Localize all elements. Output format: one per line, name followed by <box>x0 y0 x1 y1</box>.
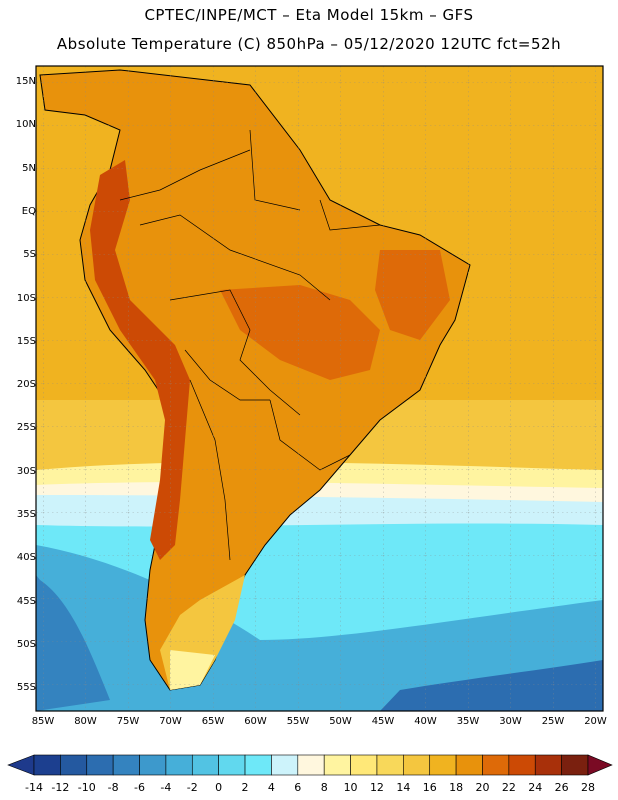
lat-label: 50S <box>16 638 36 650</box>
lon-label: 70W <box>159 716 182 727</box>
lon-label: 40W <box>414 716 437 727</box>
lat-lon-grid <box>36 66 603 711</box>
colorbar-swatch <box>33 754 61 776</box>
lon-label: 60W <box>244 716 267 727</box>
colorbar <box>7 754 613 776</box>
colorbar-label: 2 <box>241 781 249 794</box>
colorbar-label: 14 <box>396 781 411 794</box>
colorbar-label: 28 <box>581 781 595 794</box>
colorbar-label: 8 <box>320 781 328 794</box>
lat-label: 15S <box>16 335 36 347</box>
colorbar-label: 18 <box>449 781 464 794</box>
colorbar-swatch <box>376 754 404 776</box>
lat-label: 5N <box>22 162 36 174</box>
lat-label: 35S <box>16 509 36 520</box>
lon-label: 85W <box>31 716 55 727</box>
colorbar-over-arrow <box>587 754 613 776</box>
lon-label: 65W <box>201 716 225 727</box>
lat-label: 30S <box>16 465 36 477</box>
colorbar-swatch <box>350 754 378 776</box>
colorbar-swatch <box>139 754 167 776</box>
lat-label: EQ <box>21 205 36 217</box>
lon-label: 25W <box>541 716 565 727</box>
lon-label: 50W <box>329 716 352 727</box>
colorbar-label: -10 <box>77 781 96 794</box>
colorbar-swatch <box>323 754 351 776</box>
lat-label: 40S <box>16 552 36 564</box>
colorbar-label: -6 <box>134 781 145 794</box>
colorbar-label: 22 <box>501 781 516 794</box>
lat-label: 10S <box>16 292 36 304</box>
title-line-1: CPTEC/INPE/MCT – Eta Model 15km – GFS <box>144 6 474 24</box>
lon-label: 20W <box>584 716 607 727</box>
colorbar-swatch <box>191 754 219 776</box>
lon-label: 35W <box>456 716 480 727</box>
lon-label: 75W <box>116 716 140 727</box>
colorbar-swatch <box>508 754 536 776</box>
colorbar-label: -2 <box>186 781 198 794</box>
colorbar-swatch <box>60 754 88 776</box>
colorbar-label: 16 <box>422 781 437 794</box>
colorbar-under-arrow <box>7 754 35 776</box>
lat-label: 45S <box>16 595 36 607</box>
colorbar-swatch <box>218 754 246 776</box>
colorbar-swatch <box>165 754 193 776</box>
colorbar-swatch <box>534 754 562 776</box>
colorbar-label: 6 <box>294 781 302 794</box>
lat-label: 10N <box>15 119 36 131</box>
colorbar-swatch <box>482 754 510 776</box>
colorbar-swatch <box>271 754 299 776</box>
lon-label: 30W <box>499 716 522 727</box>
title-line-2: Absolute Temperature (C) 850hPa – 05/12/… <box>56 35 562 53</box>
colorbar-label: 20 <box>475 781 490 794</box>
colorbar-swatch <box>429 754 457 776</box>
colorbar-label: 24 <box>528 781 543 794</box>
colorbar-label: 0 <box>215 781 223 794</box>
lat-label: 25S <box>16 422 36 434</box>
colorbar-swatch <box>86 754 114 776</box>
lat-label: 55S <box>16 682 36 694</box>
colorbar-swatch <box>112 754 140 776</box>
colorbar-label: -8 <box>107 781 119 794</box>
colorbar-label: -14 <box>25 781 43 794</box>
colorbar-label: 4 <box>267 781 275 794</box>
lat-label: 5S <box>23 249 36 261</box>
colorbar-label: 12 <box>369 781 384 794</box>
lon-label: 80W <box>74 716 97 727</box>
lat-label: 20S <box>16 379 36 391</box>
colorbar-swatch <box>403 754 431 776</box>
lat-label: 15N <box>15 76 36 87</box>
colorbar-label: 26 <box>554 781 569 794</box>
colorbar-swatch <box>455 754 483 776</box>
colorbar-swatch <box>244 754 272 776</box>
plot-frame <box>35 65 604 712</box>
colorbar-swatch <box>297 754 325 776</box>
lon-label: 55W <box>286 716 310 727</box>
colorbar-label: 10 <box>343 781 358 794</box>
colorbar-label: -12 <box>51 781 70 794</box>
colorbar-label: -4 <box>160 781 172 794</box>
colorbar-swatch <box>561 754 589 776</box>
lon-label: 45W <box>371 716 395 727</box>
